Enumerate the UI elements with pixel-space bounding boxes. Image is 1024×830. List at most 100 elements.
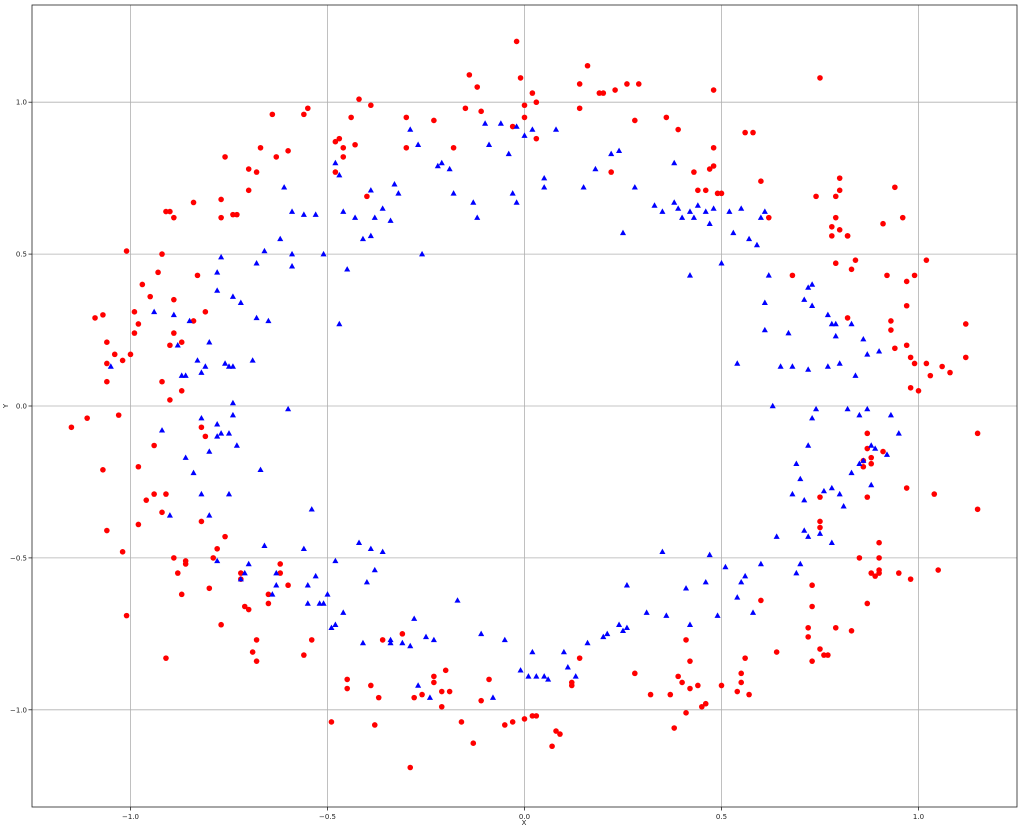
data-point-red-circle xyxy=(825,652,831,658)
y-axis-label: Y xyxy=(2,403,10,409)
y-tick-label: 0.5 xyxy=(16,251,27,259)
data-point-red-circle xyxy=(171,296,177,303)
data-point-blue-triangle xyxy=(722,563,729,570)
data-point-blue-triangle xyxy=(359,235,366,242)
data-point-red-circle xyxy=(245,187,252,194)
data-point-red-circle xyxy=(647,691,654,698)
data-point-red-circle xyxy=(403,114,410,121)
data-point-red-circle xyxy=(584,62,591,69)
data-point-red-circle xyxy=(502,722,508,728)
data-point-blue-triangle xyxy=(552,126,560,132)
data-point-blue-triangle xyxy=(801,296,808,302)
data-point-red-circle xyxy=(758,597,764,604)
data-point-red-circle xyxy=(805,624,811,631)
data-point-blue-triangle xyxy=(332,159,339,166)
data-point-red-circle xyxy=(832,214,839,221)
data-point-red-circle xyxy=(962,354,969,361)
data-point-red-circle xyxy=(340,154,347,160)
data-point-blue-triangle xyxy=(545,676,552,682)
data-point-blue-triangle xyxy=(320,250,327,257)
data-point-blue-triangle xyxy=(813,405,820,412)
data-point-red-circle xyxy=(131,330,138,336)
data-point-red-circle xyxy=(171,330,177,336)
data-point-blue-triangle xyxy=(820,487,827,494)
data-point-blue-triangle xyxy=(541,673,548,679)
data-point-blue-triangle xyxy=(836,360,843,366)
data-points xyxy=(68,38,981,771)
data-point-red-circle xyxy=(817,646,823,652)
data-point-red-circle xyxy=(206,585,213,592)
data-point-blue-triangle xyxy=(285,405,292,412)
data-point-blue-triangle xyxy=(832,332,839,339)
data-point-red-circle xyxy=(68,424,75,431)
data-point-red-circle xyxy=(182,558,189,564)
data-point-red-circle xyxy=(269,111,276,118)
data-point-blue-triangle xyxy=(289,263,296,269)
data-point-red-circle xyxy=(832,193,839,200)
data-point-blue-triangle xyxy=(395,190,402,196)
data-point-red-circle xyxy=(876,539,882,546)
data-point-red-circle xyxy=(899,214,906,221)
data-point-red-circle xyxy=(143,497,150,503)
data-point-red-circle xyxy=(104,378,110,385)
data-point-blue-triangle xyxy=(864,351,871,357)
data-point-red-circle xyxy=(868,570,875,576)
data-point-red-circle xyxy=(817,524,823,531)
data-point-blue-triangle xyxy=(281,184,288,190)
data-point-blue-triangle xyxy=(367,232,374,239)
data-point-red-circle xyxy=(671,725,678,731)
data-point-red-circle xyxy=(663,114,670,121)
data-point-red-circle xyxy=(163,491,169,497)
data-point-blue-triangle xyxy=(454,597,461,603)
data-point-blue-triangle xyxy=(659,548,666,555)
data-point-blue-triangle xyxy=(407,126,414,132)
data-point-red-circle xyxy=(167,342,173,349)
data-point-blue-triangle xyxy=(616,621,623,627)
data-point-blue-triangle xyxy=(324,591,331,597)
data-point-blue-triangle xyxy=(214,433,221,439)
data-point-red-circle xyxy=(249,649,256,655)
data-point-red-circle xyxy=(821,652,827,658)
data-point-red-circle xyxy=(683,637,689,643)
data-point-red-circle xyxy=(163,655,169,661)
data-point-blue-triangle xyxy=(371,566,378,573)
data-point-blue-triangle xyxy=(277,235,284,242)
data-point-red-circle xyxy=(127,351,134,358)
data-point-red-circle xyxy=(710,87,717,93)
data-point-blue-triangle xyxy=(426,694,433,700)
data-point-blue-triangle xyxy=(202,363,209,369)
data-point-red-circle xyxy=(450,144,457,151)
data-point-blue-triangle xyxy=(824,363,831,369)
data-point-blue-triangle xyxy=(738,205,745,211)
data-point-blue-triangle xyxy=(706,220,713,226)
data-point-red-circle xyxy=(178,388,185,394)
data-point-blue-triangle xyxy=(801,527,808,533)
data-point-red-circle xyxy=(714,190,721,197)
data-point-red-circle xyxy=(876,555,882,561)
data-point-red-circle xyxy=(679,679,685,686)
data-point-blue-triangle xyxy=(560,648,567,655)
data-point-blue-triangle xyxy=(832,320,839,327)
data-point-blue-triangle xyxy=(702,578,709,585)
data-point-blue-triangle xyxy=(206,339,213,345)
data-point-blue-triangle xyxy=(214,269,221,275)
data-point-red-circle xyxy=(836,175,843,181)
data-point-blue-triangle xyxy=(312,211,319,217)
data-point-blue-triangle xyxy=(300,211,307,217)
data-point-red-circle xyxy=(285,582,291,589)
data-point-blue-triangle xyxy=(828,539,835,545)
data-point-blue-triangle xyxy=(261,247,268,254)
data-point-blue-triangle xyxy=(178,372,185,378)
data-point-blue-triangle xyxy=(352,214,359,220)
data-point-red-circle xyxy=(880,220,886,227)
data-point-red-circle xyxy=(888,318,894,324)
data-point-red-circle xyxy=(446,688,453,695)
data-point-red-circle xyxy=(92,315,98,321)
data-point-blue-triangle xyxy=(237,575,244,582)
data-point-red-circle xyxy=(135,321,142,327)
data-point-blue-triangle xyxy=(371,214,378,220)
x-axis-label: X xyxy=(522,819,527,827)
y-tick-label: −1.0 xyxy=(10,706,27,714)
data-point-red-circle xyxy=(253,658,260,664)
data-point-blue-triangle xyxy=(304,600,311,606)
